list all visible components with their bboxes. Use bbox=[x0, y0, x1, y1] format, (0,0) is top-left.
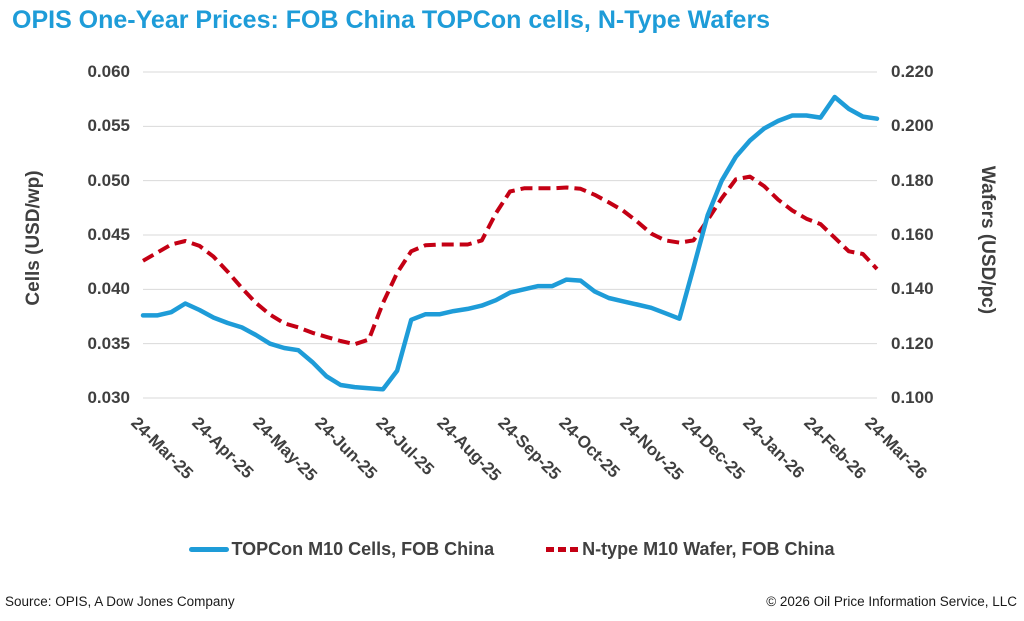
right-axis-tick-label: 0.180 bbox=[891, 170, 934, 190]
left-axis-tick-label: 0.055 bbox=[87, 116, 130, 136]
chart-title: OPIS One-Year Prices: FOB China TOPCon c… bbox=[12, 6, 771, 34]
right-axis-title: Wafers (USD/pc) bbox=[977, 165, 998, 315]
right-axis-tick-label: 0.220 bbox=[891, 62, 934, 81]
left-axis-tick-label: 0.045 bbox=[87, 225, 130, 244]
series-line-wafers bbox=[142, 174, 879, 347]
series-line-cells bbox=[140, 94, 880, 392]
left-axis-tick-label: 0.060 bbox=[87, 62, 130, 81]
left-axis-tick-label: 0.035 bbox=[87, 333, 130, 353]
left-axis-tick-label: 0.040 bbox=[87, 279, 130, 299]
legend-item-wafers: N-type M10 Wafer, FOB China bbox=[546, 539, 835, 560]
right-axis-tick-label: 0.100 bbox=[891, 388, 934, 407]
wafer-line-swatch-icon bbox=[546, 547, 581, 552]
right-axis-tick-label: 0.120 bbox=[891, 333, 934, 353]
legend-label-cells: TOPCon M10 Cells, FOB China bbox=[231, 539, 495, 559]
legend-item-cells: TOPCon M10 Cells, FOB China bbox=[189, 539, 494, 560]
legend: TOPCon M10 Cells, FOB China N-type M10 W… bbox=[0, 539, 1024, 560]
right-axis-tick-label: 0.140 bbox=[891, 279, 934, 299]
copyright-note: © 2026 Oil Price Information Service, LL… bbox=[766, 594, 1017, 609]
cells-line-swatch-icon bbox=[189, 547, 230, 552]
left-axis-tick-label: 0.050 bbox=[87, 170, 130, 190]
legend-label-wafers: N-type M10 Wafer, FOB China bbox=[582, 539, 835, 559]
left-axis-title: Cells (USD/wp) bbox=[23, 170, 44, 306]
source-note: Source: OPIS, A Dow Jones Company bbox=[5, 594, 235, 609]
left-axis-tick-label: 0.030 bbox=[87, 388, 130, 407]
right-axis-tick-label: 0.200 bbox=[891, 116, 934, 136]
right-axis-tick-label: 0.160 bbox=[891, 225, 934, 244]
